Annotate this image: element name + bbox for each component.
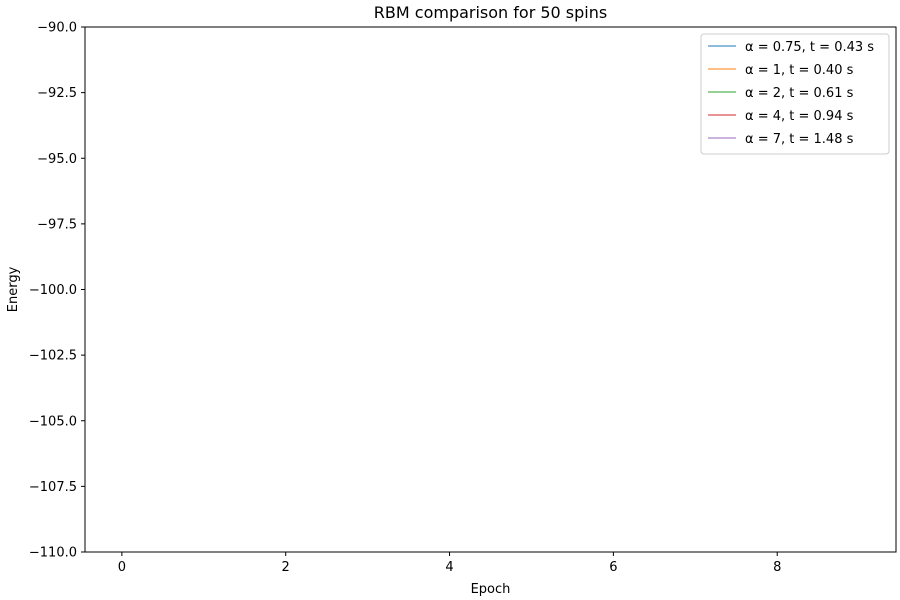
- x-axis: 0 2 4 6 8: [118, 552, 781, 575]
- y-tick-label: −105.0: [29, 414, 77, 429]
- y-tick-label: −90.0: [37, 21, 77, 36]
- x-tick-label: 2: [282, 560, 290, 575]
- legend-label: α = 0.75, t = 0.43 s: [745, 40, 874, 55]
- legend-label: α = 4, t = 0.94 s: [745, 109, 854, 124]
- x-tick-label: 4: [445, 560, 453, 575]
- legend-box: [700, 33, 890, 155]
- x-tick-label: 8: [773, 560, 781, 575]
- x-tick-label: 0: [118, 560, 126, 575]
- y-tick-label: −100.0: [29, 283, 77, 298]
- x-axis-label: Epoch: [471, 582, 511, 597]
- y-tick-label: −97.5: [37, 217, 77, 232]
- y-tick-label: −107.5: [29, 480, 77, 495]
- y-tick-label: −110.0: [29, 546, 77, 561]
- y-axis-label: Energy: [6, 266, 21, 312]
- y-axis: −110.0 −107.5 −105.0 −102.5 −100.0 −97.5 −95.0…: [29, 21, 85, 561]
- y-tick-label: −102.5: [29, 349, 77, 364]
- legend-label: α = 1, t = 0.40 s: [745, 63, 854, 78]
- legend-label: α = 2, t = 0.61 s: [745, 86, 854, 101]
- y-tick-label: −95.0: [37, 152, 77, 167]
- legend-label: α = 7, t = 1.48 s: [745, 132, 854, 147]
- y-tick-label: −92.5: [37, 86, 77, 101]
- chart-title: RBM comparison for 50 spins: [374, 3, 607, 22]
- x-tick-label: 6: [609, 560, 617, 575]
- legend: α = 0.75, t = 0.43 s α = 1, t = 0.40 s α =…: [700, 33, 890, 155]
